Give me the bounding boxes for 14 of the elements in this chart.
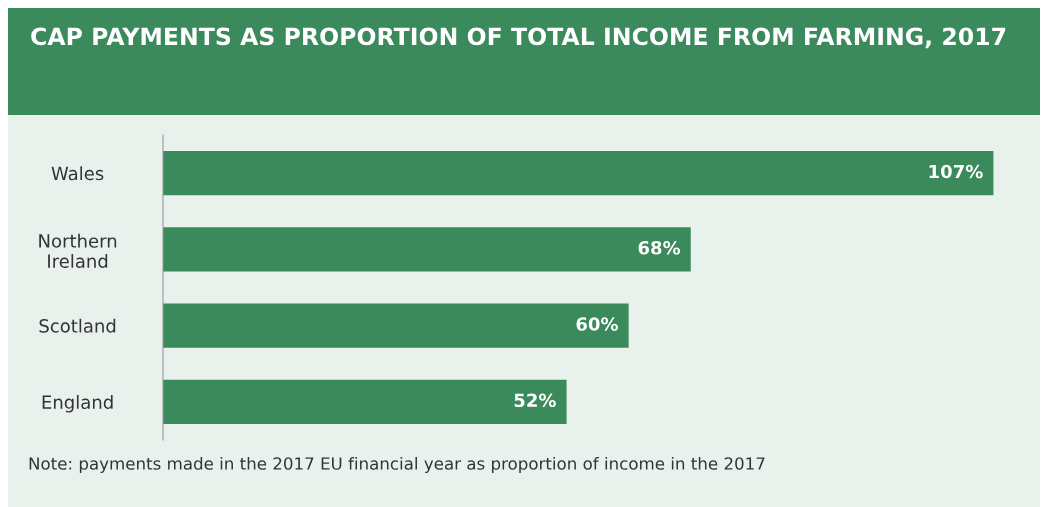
y-tick-label: Scotland [39, 318, 116, 333]
bar [163, 151, 994, 196]
y-tick-label: Northern Ireland [39, 233, 117, 268]
text: Note: payments made in the 2017 EU financial year as proportion of income in the 2017 [29, 456, 765, 474]
bar [163, 227, 691, 272]
data-label: 107% [929, 164, 983, 179]
chart-title: CAP PAYMENTS AS PROPORTION OF TOTAL INCOME FROM FARMING, 2017 [31, 27, 1006, 49]
data-label: 60% [576, 317, 618, 331]
data-label: 52% [514, 393, 556, 408]
bar [163, 303, 629, 348]
y-tick-label: Wales [51, 166, 104, 181]
data-label: 68% [638, 240, 681, 255]
y-tick-label: England [42, 395, 113, 413]
bar [163, 379, 567, 424]
